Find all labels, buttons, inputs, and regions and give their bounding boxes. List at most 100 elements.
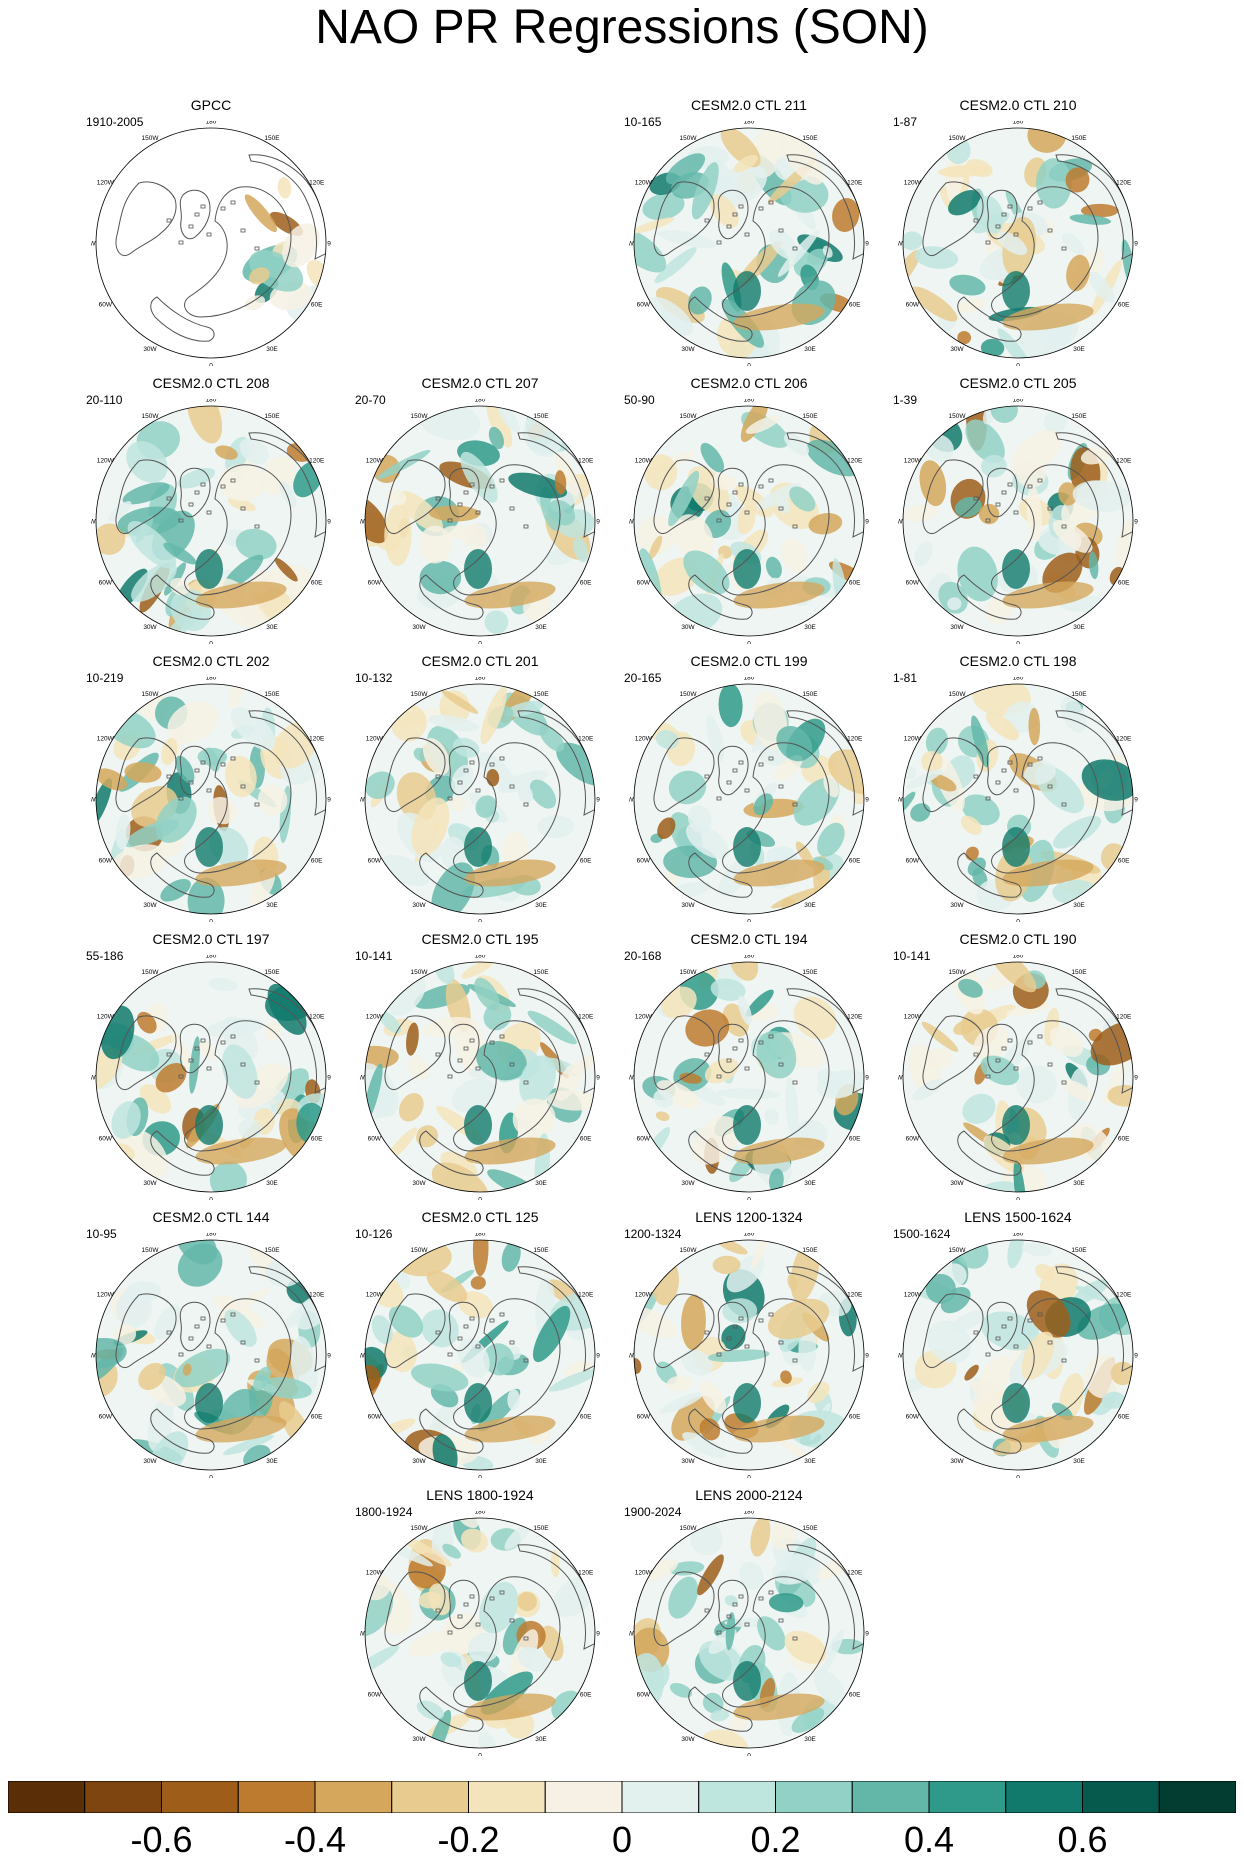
island-outline (1027, 1318, 1033, 1323)
longitude-label: 90E (1134, 241, 1138, 248)
island-outline (509, 1340, 515, 1345)
longitude-label: 180 (744, 1511, 755, 1516)
precip-anomaly-blob (681, 1349, 713, 1376)
precip-anomaly-blob (957, 330, 972, 345)
precip-anomaly-blob (903, 249, 921, 287)
precip-anomaly-blob (176, 1240, 218, 1265)
precip-anomaly-blob (1069, 214, 1111, 225)
precip-anomaly-blob (419, 560, 462, 595)
longitude-label: 150W (680, 1247, 698, 1254)
panel-years: 1910-2005 (86, 115, 144, 129)
colorbar-swatch (8, 1781, 86, 1813)
southern-europe-dry-anomaly (195, 1137, 287, 1165)
island-outline (254, 802, 260, 807)
island-outline (194, 1324, 200, 1329)
precip-anomaly-blob (929, 774, 957, 792)
longitude-label: 0 (478, 919, 482, 923)
longitude-label: 0 (747, 1197, 751, 1201)
island-outline (1027, 484, 1033, 489)
southern-europe-dry-anomaly (733, 303, 825, 331)
island-outline (254, 246, 260, 251)
coastline (453, 1298, 561, 1430)
longitude-label: 0 (1016, 919, 1020, 923)
map-panel: CESM2.0 CTL 208 20-110 180 150E 120E 90E 60E 30… (86, 374, 336, 644)
island-outline (995, 1058, 1001, 1063)
panel-title: CESM2.0 CTL 198 (959, 653, 1077, 669)
precip-anomaly-blob (422, 738, 450, 775)
panel-years: 55-186 (86, 949, 124, 963)
longitude-label: 120E (309, 1014, 325, 1021)
longitude-label: 120W (97, 1292, 115, 1299)
precip-anomaly-blob (548, 1368, 595, 1392)
map-boundary (95, 961, 327, 1193)
longitude-label: 180 (475, 955, 486, 960)
precip-anomaly-blob (418, 1591, 442, 1609)
longitude-label: 90E (865, 1353, 869, 1360)
map-boundary (902, 127, 1134, 359)
precip-anomaly-blob (486, 406, 513, 448)
longitude-label: 60W (637, 1136, 651, 1143)
colorbar-swatch (468, 1781, 546, 1813)
polar-map: 180 150E 120E 90E 60E 30E 0 30W 60W 90W 120W 150W (629, 1233, 869, 1478)
precip-anomaly-blob (398, 1093, 424, 1122)
precip-anomaly-blob (365, 495, 388, 544)
longitude-label: 150W (142, 135, 160, 142)
island-outline (499, 478, 505, 483)
longitude-label: 60W (906, 302, 920, 309)
precip-anomaly-blob (903, 231, 923, 251)
longitude-label: 90E (327, 797, 331, 804)
coastline (991, 1020, 1099, 1152)
island-outline (166, 496, 172, 501)
precip-anomaly-blob (517, 1591, 537, 1612)
map-boundary (902, 961, 1134, 1193)
island-outline (1037, 756, 1043, 761)
longitude-label: 150E (802, 691, 818, 698)
longitude-label: 30E (1073, 624, 1085, 631)
southern-europe-dry-anomaly (1002, 1137, 1094, 1165)
panel-years: 50-90 (624, 393, 655, 407)
coastline (184, 1020, 292, 1152)
colorbar-swatch (1082, 1781, 1160, 1813)
precip-anomaly-blob (111, 1101, 141, 1139)
longitude-label: 120E (847, 1292, 863, 1299)
colorbar-swatch (544, 1781, 623, 1813)
precip-anomaly-blob (767, 1298, 830, 1340)
longitude-label: 30W (950, 624, 964, 631)
island-outline (778, 506, 784, 511)
precip-anomaly-blob (397, 1533, 453, 1567)
longitude-label: 60W (637, 1414, 651, 1421)
panel-years: 1900-2024 (624, 1505, 682, 1519)
island-outline (1001, 768, 1007, 773)
island-outline (523, 1358, 529, 1363)
island-outline (738, 1038, 744, 1043)
precip-anomaly-blob (518, 784, 533, 804)
map-boundary (633, 961, 865, 1193)
longitude-label: 150E (533, 413, 549, 420)
longitude-label: 30W (950, 1180, 964, 1187)
precip-anomaly-blob (462, 523, 488, 550)
island-outline (188, 224, 194, 229)
map-panel: LENS 1500-1624 1500-1624 180 150E 120E 90E 60E… (893, 1208, 1143, 1478)
longitude-label: 60E (1118, 1136, 1130, 1143)
longitude-label: 60W (906, 858, 920, 865)
precip-anomaly-blob (997, 328, 1032, 358)
longitude-label: 120E (1116, 1292, 1132, 1299)
precip-anomaly-blob (108, 501, 132, 522)
longitude-label: 30E (1073, 1180, 1085, 1187)
coastline (248, 154, 326, 260)
longitude-label: 0 (209, 641, 213, 645)
precip-anomaly-blob (921, 1021, 959, 1052)
precip-anomaly-blob (828, 749, 864, 795)
longitude-label: 30E (804, 902, 816, 909)
island-outline (1001, 1324, 1007, 1329)
longitude-label: 120E (578, 1570, 594, 1577)
island-outline (178, 240, 184, 245)
island-outline (220, 762, 226, 767)
island-outline (435, 774, 441, 779)
longitude-label: 90W (360, 1075, 366, 1082)
island-outline (985, 796, 991, 801)
precip-anomaly-blob (965, 159, 993, 178)
longitude-label: 90E (327, 519, 331, 526)
longitude-label: 120W (366, 1570, 384, 1577)
longitude-label: 180 (744, 121, 755, 126)
